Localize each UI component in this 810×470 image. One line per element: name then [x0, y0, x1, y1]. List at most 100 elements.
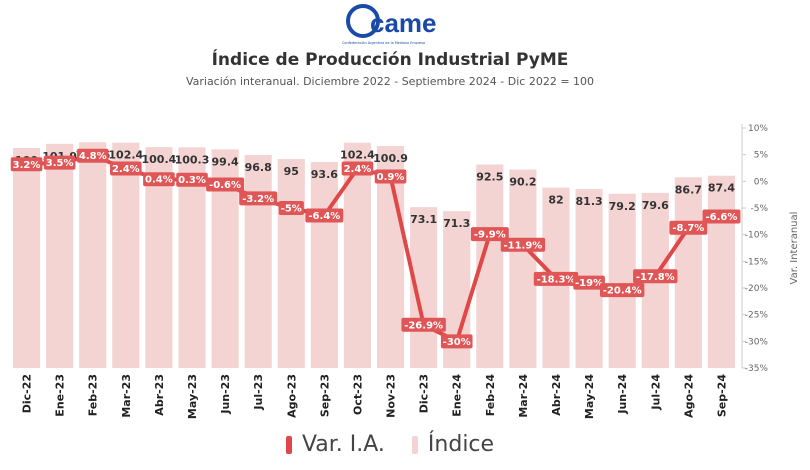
bar-Sep-23: [310, 162, 338, 368]
bar-label-Ene-24: 71.3: [443, 217, 470, 230]
point-label-Feb-24: -9.9%: [474, 230, 506, 241]
point-label-Sep-24: -6.6%: [706, 212, 738, 223]
chart-canvas: 100101.9102.6102.4100.4100.399.496.89593…: [10, 124, 800, 419]
point-Jul-23: [239, 191, 278, 206]
bar-label-Jul-23: 96.8: [245, 161, 272, 174]
x-tick-label-Jul-24: Jul-24: [649, 374, 662, 411]
x-tick-label-Jun-24: Jun-24: [616, 374, 629, 415]
point-Nov-23: [374, 169, 407, 184]
bar-label-Abr-24: 82: [548, 194, 563, 207]
legend-item-indice[interactable]: Índice: [411, 432, 495, 457]
bar-label-Mar-24: 90.2: [509, 176, 536, 189]
x-tick-label-Feb-23: Feb-23: [87, 374, 100, 416]
bar-Jul-23: [244, 155, 272, 368]
y-tick-label--35: -35%: [745, 364, 769, 374]
y-tick-label--20: -20%: [745, 284, 769, 294]
point-Feb-23: [76, 148, 109, 163]
y-tick-label--15: -15%: [745, 257, 769, 267]
legend-bar-swatch: [411, 435, 418, 454]
x-tick-label-Jul-23: Jul-23: [252, 374, 265, 411]
x-tick-label-Nov-23: Nov-23: [385, 374, 398, 418]
bar-Oct-23: [343, 142, 372, 368]
point-label-Nov-23: 0.9%: [377, 172, 405, 183]
point-label-Feb-23: 4.8%: [79, 151, 107, 162]
x-tick-label-Jun-23: Jun-23: [219, 374, 232, 415]
y-tick-label-5: 5%: [754, 151, 769, 161]
x-tick-label-Abr-23: Abr-23: [153, 374, 166, 416]
point-Ene-23: [43, 155, 76, 170]
y-axis-title: Var. Interanual: [789, 212, 800, 285]
point-label-Dic-22: 3.2%: [13, 160, 41, 171]
logo-ring: [346, 4, 380, 38]
x-tick-label-Sep-24: Sep-24: [715, 374, 728, 417]
y-axis: 10% 5% 0% -5% -10% -15% -20% -25% -30% -35%: [741, 124, 769, 374]
x-tick-label-Mar-23: Mar-23: [120, 374, 133, 418]
point-Dic-22: [10, 157, 43, 172]
point-Feb-24: [470, 227, 509, 242]
x-tick-label-Dic-22: Dic-22: [21, 374, 34, 413]
x-tick-label-Dic-23: Dic-23: [418, 374, 431, 413]
bar-label-Jul-24: 79.6: [642, 199, 669, 212]
point-label-Ago-24: -8.7%: [672, 223, 704, 234]
chart-title: Índice de Producción Industrial PyME: [211, 50, 569, 70]
point-Ago-23: [278, 201, 304, 215]
x-tick-label-Ene-23: Ene-23: [54, 374, 67, 417]
point-Ene-24: [440, 334, 473, 349]
x-tick-label-May-24: May-24: [583, 374, 596, 419]
y-tick-label--5: -5%: [750, 204, 768, 214]
point-label-Abr-24: -18.3%: [537, 274, 576, 285]
bar-Mar-23: [112, 142, 140, 368]
logo-wordmark: came: [370, 8, 437, 38]
legend: Var. I.A. Índice: [0, 432, 780, 460]
x-tick-label-Ago-24: Ago-24: [682, 374, 695, 418]
point-Ago-24: [669, 220, 708, 235]
x-tick-label-Abr-24: Abr-24: [550, 374, 563, 416]
legend-label-var: Var. I.A.: [301, 432, 385, 457]
point-May-24: [573, 275, 605, 290]
point-May-23: [176, 172, 208, 187]
point-Oct-23: [341, 161, 374, 176]
x-tick-label-Sep-23: Sep-23: [318, 374, 331, 417]
point-label-Sep-23: -6.4%: [308, 211, 340, 222]
point-Mar-24: [500, 237, 546, 252]
legend-item-var[interactable]: Var. I.A.: [285, 432, 385, 457]
bars-layer: [12, 142, 736, 368]
bar-label-Ago-23: 95: [284, 165, 299, 178]
bar-label-Feb-24: 92.5: [476, 171, 503, 184]
x-axis: Dic-22 Ene-23 Feb-23 Mar-23 Abr-23 May-23 Jun-…: [21, 374, 729, 419]
bar-label-Nov-23: 100.9: [373, 152, 408, 165]
point-label-Ene-24: -30%: [443, 337, 471, 348]
bar-label-Mar-23: 102.4: [108, 149, 143, 162]
x-tick-label-Feb-24: Feb-24: [484, 374, 497, 417]
bar-label-Ago-24: 86.7: [675, 183, 702, 196]
point-label-Dic-23: -26.9%: [404, 320, 443, 331]
x-tick-label-Mar-24: Mar-24: [517, 374, 530, 418]
y-tick-label-0: 0%: [754, 177, 769, 187]
point-label-Jun-23: -0.6%: [209, 180, 241, 191]
point-label-May-24: -19%: [575, 278, 603, 289]
came-logo: came Confederación Argentina de la Media…: [342, 4, 437, 45]
x-tick-label-Oct-23: Oct-23: [351, 374, 364, 415]
y-tick-label--10: -10%: [745, 231, 769, 241]
point-Abr-23: [143, 172, 175, 187]
bar-label-Sep-24: 87.4: [708, 182, 735, 195]
point-label-Jul-23: -3.2%: [242, 194, 274, 205]
legend-label-indice: Índice: [427, 432, 495, 457]
chart-subtitle: Variación interanual. Diciembre 2022 - S…: [185, 75, 595, 88]
bar-label-Jun-23: 99.4: [212, 155, 239, 168]
bar-label-Jun-24: 79.2: [609, 200, 636, 213]
point-label-Oct-23: 2.4%: [344, 164, 372, 175]
point-label-Ago-23: -5%: [281, 204, 302, 215]
y-tick-label--25: -25%: [745, 311, 769, 321]
point-Sep-24: [702, 209, 741, 224]
bar-label-Abr-23: 100.4: [142, 153, 177, 166]
bar-Ago-24: [674, 177, 702, 368]
y-tick-label--30: -30%: [745, 337, 769, 347]
bar-Dic-22: [12, 148, 41, 368]
point-label-Abr-23: 0.4%: [145, 175, 173, 186]
bar-Jun-24: [608, 193, 636, 368]
x-tick-label-May-23: May-23: [186, 374, 199, 419]
point-label-May-23: 0.3%: [178, 175, 206, 186]
bar-label-Dic-23: 73.1: [410, 213, 437, 226]
point-Jul-24: [633, 269, 678, 284]
